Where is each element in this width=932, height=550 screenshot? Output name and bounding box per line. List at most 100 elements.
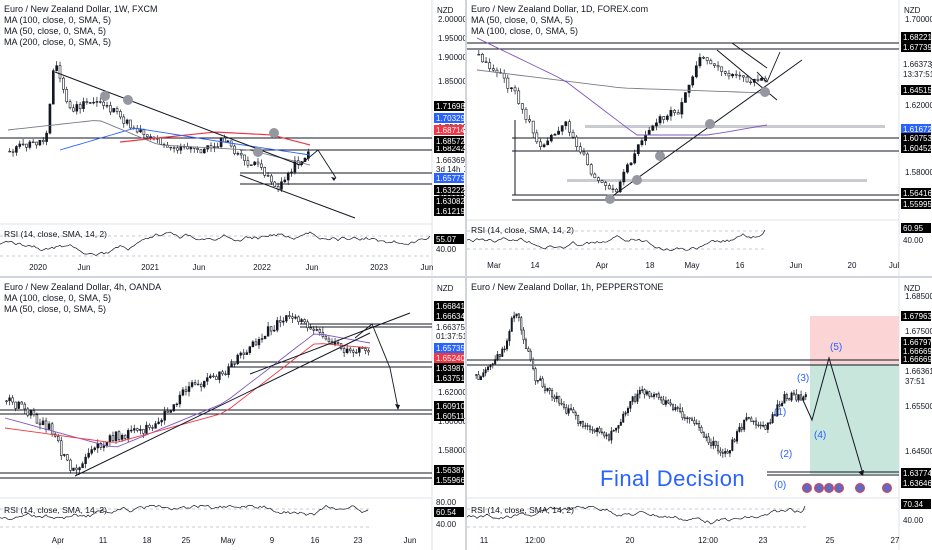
candle-body <box>655 393 658 395</box>
price-label-bg <box>434 206 464 216</box>
price-label-bg <box>901 143 931 153</box>
candle-body <box>172 147 176 149</box>
candle-body <box>531 120 535 134</box>
price-label-bg <box>434 234 464 244</box>
x-axis-label: 18 <box>646 261 655 270</box>
candle-body <box>55 65 58 71</box>
candle-body <box>502 73 506 79</box>
x-axis-label: Apr <box>52 536 65 545</box>
candle-body <box>31 141 35 144</box>
y-axis-tick: 1.64500 <box>905 447 932 456</box>
y-axis-tick: 1.68500 <box>905 292 932 301</box>
candle-body <box>487 366 490 371</box>
candle-body <box>160 419 163 423</box>
candle-body <box>169 146 173 149</box>
candle-body <box>11 150 15 153</box>
rsi-level-label: 80.00 <box>436 498 457 507</box>
candle-body <box>166 410 169 413</box>
candle-body <box>130 429 133 432</box>
chart-daily-svg[interactable]: 1.70000 1.66373 1.62000 1.58000 1.682211.677… <box>467 0 932 276</box>
candle-body <box>721 452 724 454</box>
candle-body <box>565 406 568 414</box>
candle-body <box>489 364 492 368</box>
price-label-bg <box>434 519 464 529</box>
candle-body <box>542 144 546 147</box>
candle-body <box>626 407 629 414</box>
chart-panel-1h[interactable]: 1.68500 1.67500 1.66361 37:51 1.65500 1.64500… <box>467 278 932 550</box>
candle-body <box>702 432 705 438</box>
price-label-bg <box>901 59 931 69</box>
candle-body <box>726 451 729 454</box>
candle-body <box>148 424 151 428</box>
candle-body <box>223 137 226 143</box>
price-label-bg <box>434 411 464 421</box>
candle-body <box>112 108 116 113</box>
candle-body <box>501 348 504 357</box>
candle-body <box>280 181 283 190</box>
x-axis-label: 18 <box>143 536 152 545</box>
x-axis-label: Jun <box>421 263 434 272</box>
price-label-bg <box>434 363 464 373</box>
candle-body <box>60 440 63 456</box>
candle-body <box>349 348 352 352</box>
candle-body <box>88 102 92 104</box>
touch-marker <box>655 151 665 161</box>
y-axis-tick: 1.90000 <box>438 53 465 62</box>
x-axis-label: 2020 <box>29 263 47 272</box>
candle-body <box>99 442 103 448</box>
price-label-bg <box>434 125 464 135</box>
x-axis-label: May <box>220 536 235 545</box>
candle-body <box>154 423 157 429</box>
candle-body <box>479 376 482 380</box>
candle-body <box>713 63 716 66</box>
candle-body <box>553 133 557 136</box>
candle-body <box>58 65 62 79</box>
candle-body <box>169 410 172 413</box>
candle-body <box>176 147 179 151</box>
candle-body <box>610 430 613 441</box>
rsi-level-label: 40.00 <box>903 516 924 525</box>
candle-body <box>506 340 509 350</box>
candle-body <box>567 408 570 414</box>
x-axis-label: Mar <box>487 261 501 270</box>
candle-body <box>477 53 481 56</box>
channel-line <box>249 312 411 375</box>
candle-body <box>230 363 233 367</box>
candle-body <box>494 359 497 365</box>
candle-body <box>29 410 33 416</box>
chart-panel-4h[interactable]: 1.62000 1.60000 1.58000 1.66841 1.66634 1.663… <box>0 278 465 550</box>
ma-200-line <box>119 131 311 146</box>
candle-body <box>543 386 546 391</box>
trendline-rising <box>74 332 371 477</box>
chart-panel-daily[interactable]: 1.70000 1.66373 1.62000 1.58000 1.682211.677… <box>467 0 932 276</box>
candle-body <box>638 389 641 395</box>
candle-body <box>68 101 72 109</box>
x-axis-label: 23 <box>759 536 768 545</box>
candle-body <box>760 77 763 81</box>
candle-body <box>607 185 611 190</box>
candle-body <box>102 101 105 106</box>
candle-body <box>48 103 52 134</box>
candle-body <box>35 414 39 424</box>
rsi-level-label: 40.00 <box>436 245 457 254</box>
y-axis-tick: 1.67500 <box>905 327 932 336</box>
candle-body <box>738 74 742 77</box>
candle-body <box>764 425 767 430</box>
chart-weekly-svg[interactable]: 2.000001.950001.900001.850001.800001.750… <box>0 0 465 276</box>
projection-path <box>299 149 337 179</box>
candle-body <box>123 434 127 439</box>
candle-body <box>781 402 784 407</box>
candle-body <box>579 420 582 424</box>
price-label: 1.66369 <box>436 156 465 165</box>
price-label-bg <box>434 343 464 353</box>
candle-body <box>636 393 639 402</box>
price-label: 1.66841 <box>436 302 465 311</box>
candle-body <box>249 164 253 166</box>
candle-body <box>45 132 48 142</box>
candle-body <box>643 389 646 395</box>
price-label: 1.67963 <box>903 312 932 321</box>
chart-panel-weekly[interactable]: 2.000001.950001.900001.850001.800001.750… <box>0 0 465 276</box>
event-marker <box>882 483 892 493</box>
